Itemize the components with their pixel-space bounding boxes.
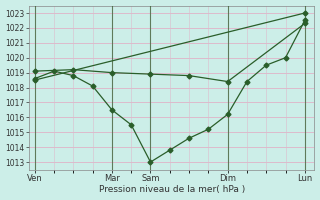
X-axis label: Pression niveau de la mer( hPa ): Pression niveau de la mer( hPa ) xyxy=(99,185,245,194)
